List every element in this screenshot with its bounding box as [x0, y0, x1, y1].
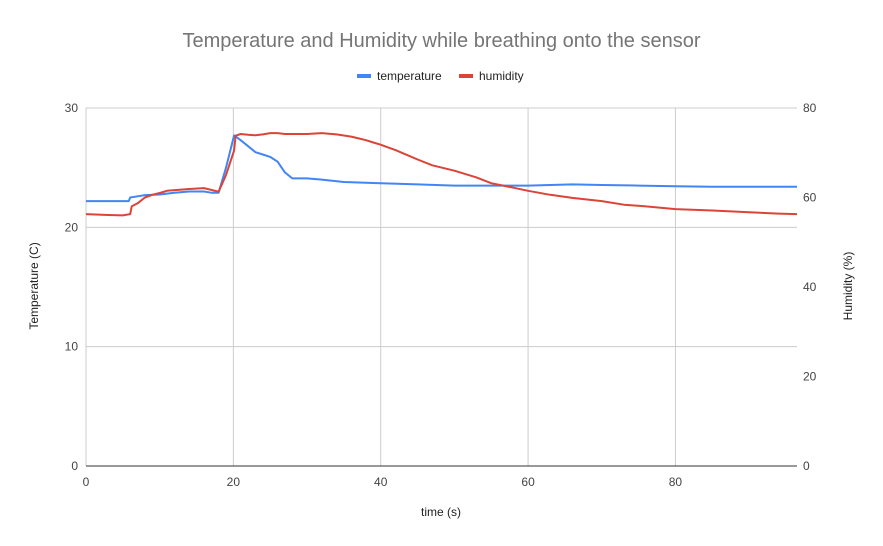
y-tick-label-left: 30 — [65, 101, 79, 115]
y-tick-label-right: 60 — [803, 191, 817, 205]
x-tick-label: 60 — [521, 475, 535, 489]
y-axis-label-right: Humidity (%) — [841, 252, 855, 321]
legend-swatch-temperature — [357, 74, 371, 78]
legend-label-humidity: humidity — [479, 69, 524, 83]
data-lines — [85, 132, 798, 217]
chart-title: Temperature and Humidity while breathing… — [182, 30, 700, 52]
series-line-humidity — [85, 132, 798, 217]
x-tick-label: 80 — [669, 475, 683, 489]
x-tick-label: 40 — [374, 475, 388, 489]
y-axis-label-left: Temperature (C) — [27, 242, 41, 329]
y-tick-label-left: 10 — [65, 340, 79, 354]
legend: temperature humidity — [357, 69, 524, 83]
legend-label-temperature: temperature — [377, 69, 442, 83]
x-tick-label: 0 — [83, 475, 90, 489]
y-tick-label-right: 0 — [803, 459, 810, 473]
x-tick-label: 20 — [227, 475, 241, 489]
gridlines — [85, 107, 797, 466]
y-tick-label-left: 20 — [65, 220, 79, 234]
y-tick-label-left: 0 — [71, 459, 78, 473]
x-axis-label: time (s) — [421, 505, 461, 519]
axes: 0 10 20 30 0 20 40 60 80 0 20 40 60 80 — [65, 101, 817, 489]
series-line-temperature — [86, 134, 797, 203]
legend-swatch-humidity — [459, 74, 473, 78]
y-tick-label-right: 40 — [803, 280, 817, 294]
y-tick-label-right: 80 — [803, 101, 817, 115]
y-tick-label-right: 20 — [803, 370, 817, 384]
